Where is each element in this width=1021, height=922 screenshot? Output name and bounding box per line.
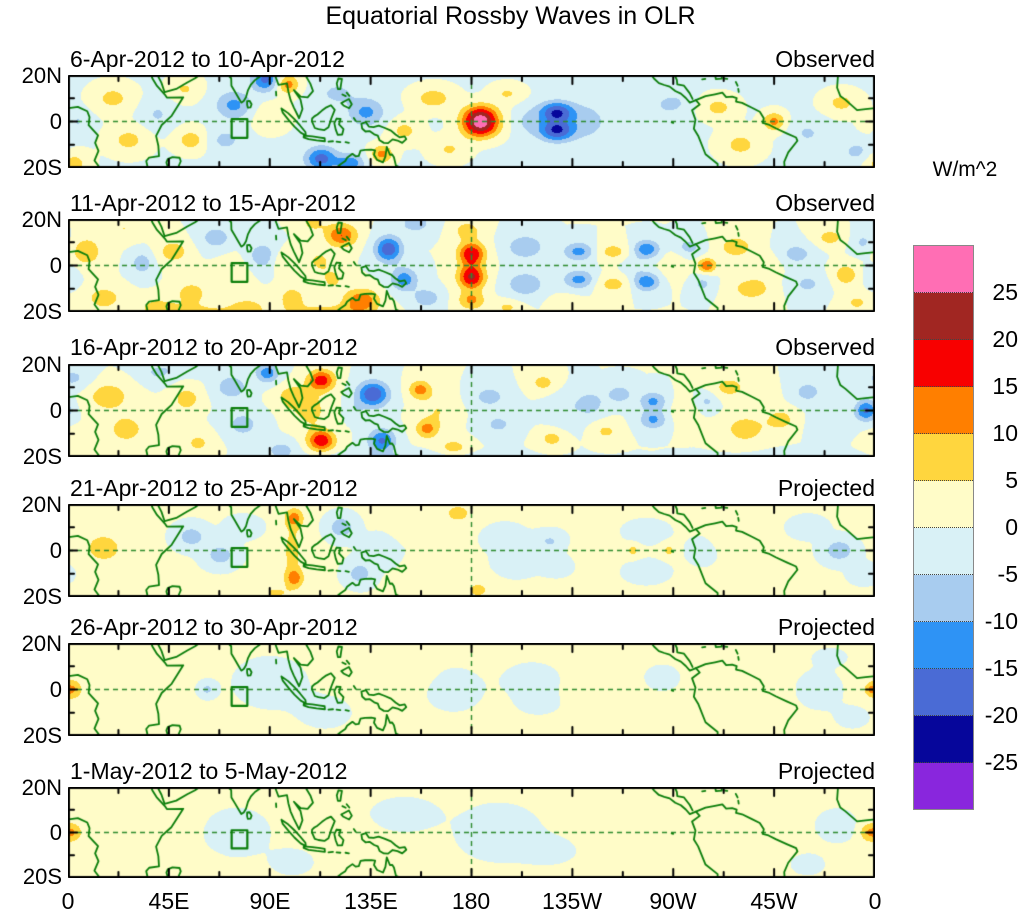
colorbar-tick: 15 bbox=[992, 373, 1018, 399]
colorbar-tick: -20 bbox=[984, 702, 1018, 728]
panel-4-status: Projected bbox=[777, 475, 875, 501]
y-label: 20N bbox=[21, 207, 62, 232]
map-panel-4 bbox=[68, 504, 875, 597]
colorbar-cell bbox=[914, 716, 973, 763]
colorbar-tick: 10 bbox=[992, 420, 1018, 446]
map-panel-1 bbox=[68, 75, 875, 168]
figure-title: Equatorial Rossby Waves in OLR bbox=[325, 2, 696, 30]
x-label: 0 bbox=[61, 888, 75, 914]
colorbar-tick: 25 bbox=[992, 279, 1018, 305]
colorbar-tick: -25 bbox=[984, 749, 1018, 775]
map-panel-2 bbox=[68, 219, 875, 312]
panel-3-status: Observed bbox=[775, 334, 875, 360]
colorbar-tick: -10 bbox=[984, 608, 1018, 634]
y-label: 20N bbox=[21, 631, 62, 656]
colorbar-cell bbox=[914, 763, 973, 809]
y-label: 20N bbox=[21, 352, 62, 377]
panel-1-status: Observed bbox=[775, 46, 875, 72]
colorbar-tick: -15 bbox=[984, 655, 1018, 681]
panel-2-status: Observed bbox=[775, 190, 875, 216]
panel-2-period: 11-Apr-2012 to 15-Apr-2012 bbox=[70, 190, 356, 216]
y-label: 0 bbox=[49, 109, 62, 134]
colorbar-cell bbox=[914, 434, 973, 481]
colorbar-cell bbox=[914, 293, 973, 340]
x-label: 135E bbox=[344, 888, 398, 914]
x-label: 135W bbox=[541, 888, 603, 914]
panel-5-status: Projected bbox=[777, 614, 875, 640]
colorbar-cell bbox=[914, 481, 973, 528]
y-label: 20S bbox=[22, 299, 62, 324]
colorbar-tick: -5 bbox=[997, 561, 1018, 587]
x-label: 90W bbox=[649, 888, 697, 914]
y-label: 20S bbox=[22, 864, 62, 889]
y-label: 0 bbox=[49, 677, 62, 702]
panel-6-status: Projected bbox=[777, 758, 875, 784]
y-label: 0 bbox=[49, 398, 62, 423]
y-label: 0 bbox=[49, 538, 62, 563]
colorbar bbox=[913, 245, 974, 810]
colorbar-tick: 5 bbox=[1005, 467, 1018, 493]
y-label: 20S bbox=[22, 723, 62, 748]
x-label: 45E bbox=[148, 888, 190, 914]
colorbar-title: W/m^2 bbox=[932, 158, 998, 181]
map-panel-3 bbox=[68, 364, 875, 457]
y-label: 20S bbox=[22, 155, 62, 180]
y-label: 0 bbox=[49, 253, 62, 278]
colorbar-cell bbox=[914, 340, 973, 387]
map-panel-5 bbox=[68, 643, 875, 736]
panel-4-period: 21-Apr-2012 to 25-Apr-2012 bbox=[70, 475, 358, 501]
colorbar-cell bbox=[914, 387, 973, 434]
colorbar-cell bbox=[914, 528, 973, 575]
colorbar-tick: 0 bbox=[1005, 514, 1018, 540]
y-label: 0 bbox=[49, 820, 62, 845]
panel-6-period: 1-May-2012 to 5-May-2012 bbox=[70, 758, 348, 784]
map-panel-6 bbox=[68, 787, 875, 878]
colorbar-tick: 20 bbox=[992, 326, 1018, 352]
colorbar-cell bbox=[914, 669, 973, 716]
x-label: 90E bbox=[249, 888, 291, 914]
panel-3-period: 16-Apr-2012 to 20-Apr-2012 bbox=[70, 334, 358, 360]
colorbar-cell bbox=[914, 622, 973, 669]
x-label: 180 bbox=[451, 888, 491, 914]
y-label: 20N bbox=[21, 775, 62, 800]
y-label: 20S bbox=[22, 444, 62, 469]
colorbar-cell bbox=[914, 246, 973, 293]
y-label: 20N bbox=[21, 492, 62, 517]
x-label: 45W bbox=[750, 888, 798, 914]
y-label: 20S bbox=[22, 584, 62, 609]
x-label: 0 bbox=[868, 888, 882, 914]
colorbar-cell bbox=[914, 575, 973, 622]
y-label: 20N bbox=[21, 63, 62, 88]
panel-1-period: 6-Apr-2012 to 10-Apr-2012 bbox=[70, 46, 345, 72]
panel-5-period: 26-Apr-2012 to 30-Apr-2012 bbox=[70, 614, 358, 640]
